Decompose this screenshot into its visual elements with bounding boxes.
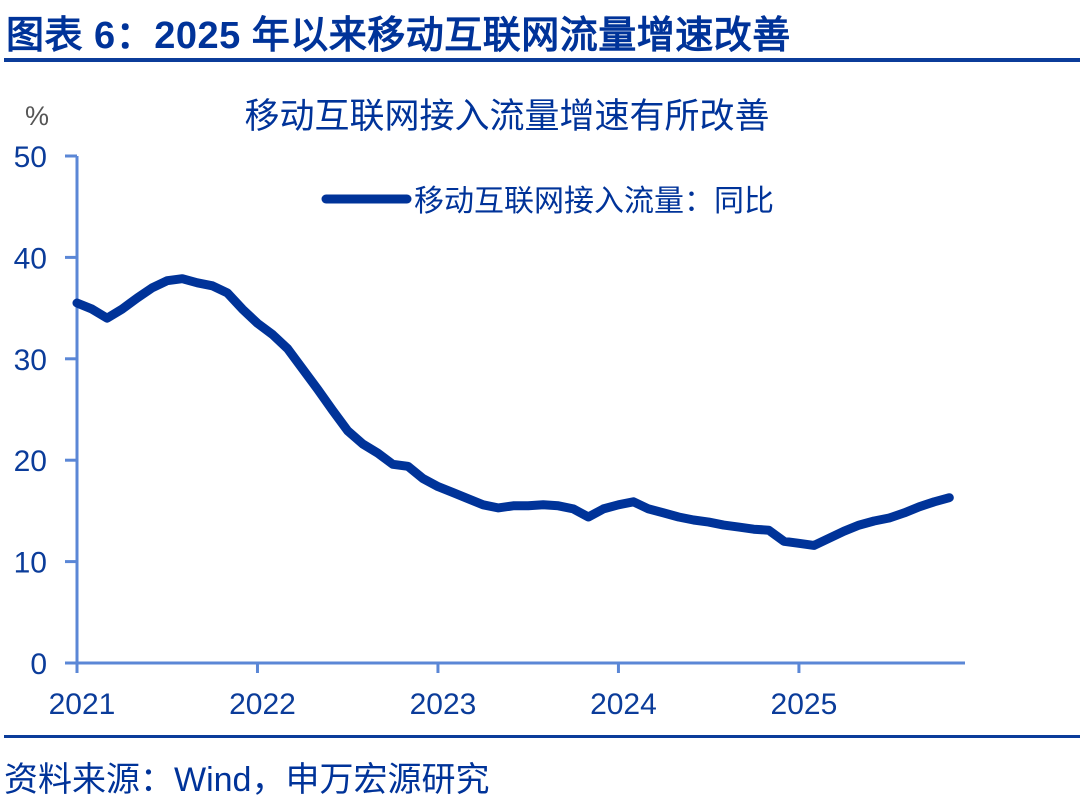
source-note: 资料来源：Wind，申万宏源研究 bbox=[4, 761, 490, 799]
figure-title: 图表 6：2025 年以来移动互联网流量增速改善 bbox=[6, 15, 791, 57]
y-tick-label: 40 bbox=[14, 242, 47, 275]
y-axis-tick-labels: 0 10 20 30 40 50 bbox=[14, 141, 47, 681]
x-tick-label: 2024 bbox=[590, 688, 657, 721]
x-axis-tick-labels: 2021 2022 2023 2024 2025 bbox=[49, 688, 838, 721]
line-chart: % 移动互联网接入流量增速有所改善 移动互联网接入流量：同比 0 10 20 30 40… bbox=[14, 97, 965, 721]
y-axis-unit: % bbox=[25, 101, 49, 131]
y-tick-label: 50 bbox=[14, 141, 47, 174]
chart-title: 移动互联网接入流量增速有所改善 bbox=[244, 97, 769, 136]
legend-label: 移动互联网接入流量：同比 bbox=[414, 185, 774, 218]
y-tick-label: 20 bbox=[14, 445, 47, 478]
y-tick-label: 0 bbox=[30, 648, 47, 681]
x-tick-label: 2023 bbox=[410, 688, 477, 721]
x-tick-label: 2022 bbox=[229, 688, 296, 721]
series-line bbox=[72, 274, 954, 550]
source-divider bbox=[4, 735, 1080, 738]
legend: 移动互联网接入流量：同比 bbox=[321, 185, 774, 218]
title-divider bbox=[4, 58, 1080, 62]
y-tick-label: 10 bbox=[14, 547, 47, 580]
x-tick-label: 2021 bbox=[49, 688, 116, 721]
axes bbox=[65, 154, 965, 673]
x-tick-label: 2025 bbox=[771, 688, 838, 721]
y-tick-label: 30 bbox=[14, 344, 47, 377]
